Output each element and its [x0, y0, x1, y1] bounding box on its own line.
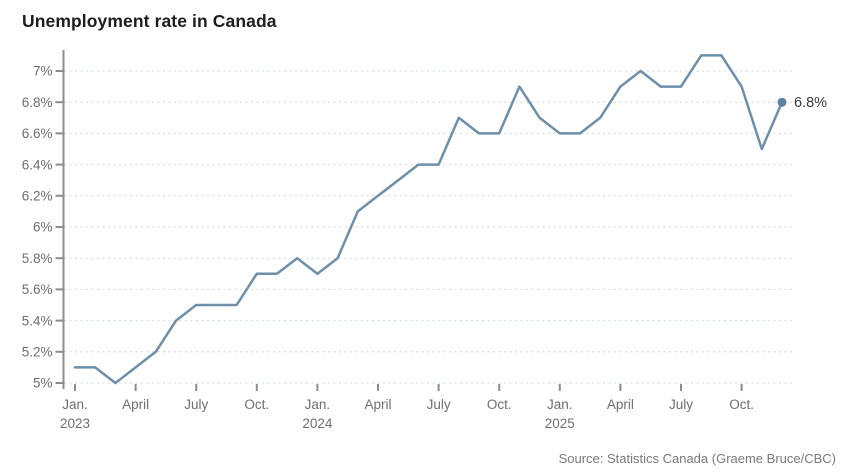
latest-value-label: 6.8%: [794, 95, 827, 111]
x-axis-tick-label: Oct.: [487, 397, 512, 412]
y-axis-tick-label: 6%: [33, 220, 53, 235]
x-axis-tick-label: April: [364, 397, 391, 412]
y-axis-tick-label: 6.6%: [22, 126, 53, 141]
x-axis-tick-label: Jan.: [547, 397, 573, 412]
y-axis-tick-label: 5.8%: [22, 251, 53, 266]
x-axis-tick-label: April: [607, 397, 634, 412]
y-axis-tick-label: 5.6%: [22, 282, 53, 297]
end-point-marker: [777, 97, 787, 107]
unemployment-line-series: [73, 54, 784, 385]
y-axis-tick-label: 6.2%: [22, 189, 53, 204]
y-axis-tick-label: 6.4%: [22, 157, 53, 172]
x-axis-tick-label: July: [669, 397, 693, 412]
y-axis-tick-label: 7%: [33, 64, 53, 79]
chart-title: Unemployment rate in Canada: [22, 11, 277, 31]
y-axis-tick-label: 5%: [33, 376, 53, 391]
x-axis-year-label: 2025: [545, 416, 575, 431]
y-axis-tick-label: 5.2%: [22, 345, 53, 360]
y-axis-tick-label: 6.8%: [22, 95, 53, 110]
x-axis-year-label: 2023: [60, 416, 90, 431]
x-axis-year-label: 2024: [302, 416, 333, 431]
y-axis-tick-label: 5.4%: [22, 313, 53, 328]
x-axis-tick-label: July: [184, 397, 208, 412]
x-axis-tick-label: July: [427, 397, 451, 412]
x-axis-tick-label: April: [122, 397, 149, 412]
x-axis-tick-label: Oct.: [729, 397, 754, 412]
x-axis-tick-label: Oct.: [244, 397, 269, 412]
source-credit: Source: Statistics Canada (Graeme Bruce/…: [558, 451, 836, 466]
x-axis-tick-label: Jan.: [62, 397, 88, 412]
x-axis-tick-label: Jan.: [305, 397, 331, 412]
